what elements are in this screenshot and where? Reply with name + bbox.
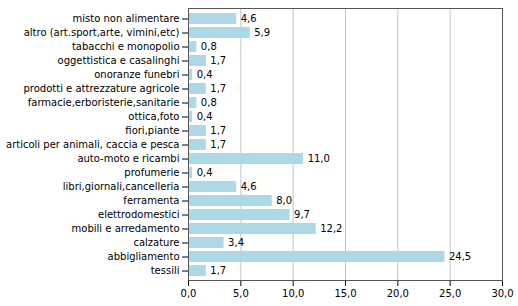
svg-text:1,7: 1,7: [210, 55, 226, 66]
svg-text:4,6: 4,6: [241, 181, 257, 192]
svg-text:profumerie: profumerie: [124, 167, 179, 178]
svg-text:8,0: 8,0: [276, 195, 292, 206]
svg-text:0,8: 0,8: [201, 41, 217, 52]
svg-text:misto non alimentare: misto non alimentare: [73, 13, 180, 24]
svg-text:30,0: 30,0: [491, 288, 513, 299]
svg-text:elettrodomestici: elettrodomestici: [98, 209, 179, 220]
svg-text:articoli per animali, caccia e: articoli per animali, caccia e pesca: [6, 139, 179, 150]
svg-text:15,0: 15,0: [334, 288, 356, 299]
svg-text:0,4: 0,4: [197, 111, 213, 122]
svg-text:9,7: 9,7: [294, 209, 310, 220]
svg-text:10,0: 10,0: [282, 288, 304, 299]
svg-text:0,4: 0,4: [197, 69, 213, 80]
svg-text:20,0: 20,0: [387, 288, 409, 299]
svg-text:1,7: 1,7: [210, 125, 226, 136]
svg-text:calzature: calzature: [133, 237, 179, 248]
svg-text:mobili e arredamento: mobili e arredamento: [72, 223, 180, 234]
svg-text:4,6: 4,6: [241, 13, 257, 24]
svg-text:5,0: 5,0: [233, 288, 249, 299]
svg-text:prodotti e attrezzature agrico: prodotti e attrezzature agricole: [24, 83, 180, 94]
svg-text:tabacchi e monopolio: tabacchi e monopolio: [72, 41, 180, 52]
svg-text:24,5: 24,5: [449, 251, 471, 262]
svg-text:altro (art.sport,arte, vimini,: altro (art.sport,arte, vimini,etc): [24, 27, 180, 38]
svg-text:farmacie,erboristerie,sanitari: farmacie,erboristerie,sanitarie: [28, 97, 180, 108]
svg-text:oggettistica e casalinghi: oggettistica e casalinghi: [58, 55, 180, 66]
svg-text:0,8: 0,8: [201, 97, 217, 108]
svg-text:25,0: 25,0: [439, 288, 461, 299]
svg-text:ottica,foto: ottica,foto: [128, 111, 179, 122]
svg-text:libri,giornali,cancelleria: libri,giornali,cancelleria: [63, 181, 180, 192]
svg-text:abbigliamento: abbigliamento: [108, 251, 180, 262]
svg-text:tessili: tessili: [151, 265, 180, 276]
svg-text:0,0: 0,0: [181, 288, 197, 299]
svg-text:1,7: 1,7: [210, 139, 226, 150]
svg-text:11,0: 11,0: [308, 153, 330, 164]
svg-text:5,9: 5,9: [254, 27, 270, 38]
svg-text:0,4: 0,4: [197, 167, 213, 178]
svg-text:ferramenta: ferramenta: [123, 195, 179, 206]
svg-text:3,4: 3,4: [228, 237, 244, 248]
svg-text:12,2: 12,2: [320, 223, 342, 234]
svg-text:auto-moto e ricambi: auto-moto e ricambi: [77, 153, 179, 164]
svg-text:1,7: 1,7: [210, 83, 226, 94]
svg-text:fiori,piante: fiori,piante: [125, 125, 179, 136]
svg-text:onoranze funebri: onoranze funebri: [94, 69, 179, 80]
svg-text:1,7: 1,7: [210, 265, 226, 276]
